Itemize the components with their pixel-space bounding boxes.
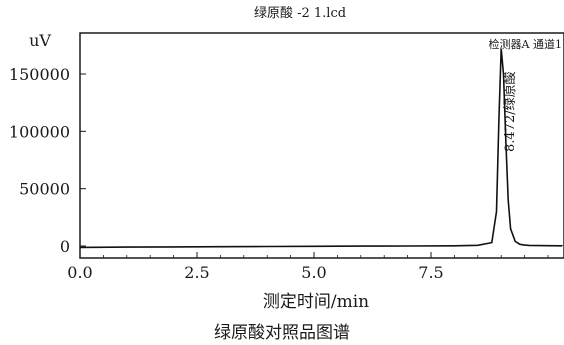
x-axis-label: 测定时间/min bbox=[263, 292, 369, 312]
detector-label: 检测器A 通道1 bbox=[489, 37, 562, 51]
y-tick-label: 150000 bbox=[9, 65, 70, 84]
x-tick-label: 2.5 bbox=[184, 263, 209, 282]
plot-frame bbox=[79, 32, 564, 259]
x-tick-label: 0.0 bbox=[67, 263, 92, 282]
peak-label: 8.472/绿原酸 bbox=[503, 71, 518, 152]
x-tick-label: 5.0 bbox=[301, 263, 326, 282]
chromatogram-chart: 绿原酸 -2 1.lcd uV 测定时间/min 检测器A 通道1 8.472/… bbox=[9, 6, 564, 312]
figure-caption: 绿原酸对照品图谱 bbox=[214, 323, 350, 343]
y-tick-label: 50000 bbox=[19, 180, 70, 199]
y-tick-label: 0 bbox=[60, 237, 70, 256]
chart-title: 绿原酸 -2 1.lcd bbox=[254, 6, 346, 21]
y-axis-label: uV bbox=[29, 31, 51, 50]
chromatogram-trace bbox=[79, 48, 563, 249]
x-tick-label: 7.5 bbox=[418, 263, 443, 282]
y-tick-label: 100000 bbox=[9, 122, 70, 141]
